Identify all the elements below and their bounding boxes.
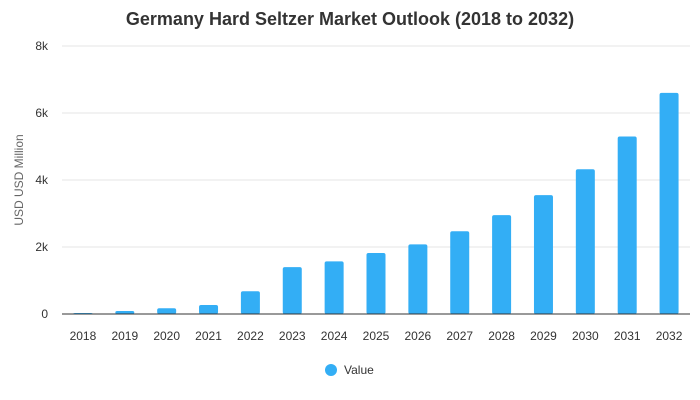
x-tick-label: 2023 (279, 329, 306, 343)
y-tick-label: 0 (41, 307, 48, 321)
chart-title: Germany Hard Seltzer Market Outlook (201… (126, 9, 574, 29)
legend-label: Value (344, 363, 374, 377)
bar-2026[interactable] (408, 244, 428, 314)
x-tick-label: 2027 (446, 329, 473, 343)
bar-2024[interactable] (324, 261, 344, 314)
y-axis-label: USD USD Million (12, 134, 26, 225)
bars (73, 92, 679, 315)
bar-2025[interactable] (366, 253, 386, 314)
bar-2023[interactable] (282, 267, 302, 314)
x-tick-label: 2018 (70, 329, 97, 343)
bar-2019[interactable] (115, 310, 135, 314)
x-tick-label: 2022 (237, 329, 264, 343)
x-tick-label: 2025 (363, 329, 390, 343)
bar-2029[interactable] (533, 195, 553, 314)
x-tick-label: 2019 (111, 329, 138, 343)
x-tick-label: 2032 (656, 329, 683, 343)
y-tick-label: 2k (35, 240, 49, 254)
bar-2028[interactable] (492, 215, 512, 314)
x-tick-labels: 2018 2019 2020 2021 2022 2023 2024 2025 2026 2027… (70, 329, 683, 343)
bar-2020[interactable] (157, 308, 177, 314)
bar-2021[interactable] (199, 304, 219, 314)
x-tick-label: 2028 (488, 329, 515, 343)
x-tick-label: 2026 (405, 329, 432, 343)
bar-2022[interactable] (240, 291, 260, 314)
legend: Value (325, 363, 374, 377)
y-tick-label: 6k (35, 106, 49, 120)
bar-2031[interactable] (617, 136, 637, 314)
bar-2032[interactable] (659, 92, 679, 315)
x-tick-label: 2021 (195, 329, 222, 343)
x-tick-label: 2031 (614, 329, 641, 343)
y-tick-label: 4k (35, 173, 49, 187)
x-tick-label: 2024 (321, 329, 348, 343)
x-tick-label: 2029 (530, 329, 557, 343)
x-tick-label: 2020 (153, 329, 180, 343)
y-tick-labels: 0 2k 4k 6k 8k (35, 39, 49, 321)
legend-marker (325, 364, 337, 376)
x-tick-label: 2030 (572, 329, 599, 343)
y-tick-label: 8k (35, 39, 49, 53)
bar-2030[interactable] (575, 169, 595, 314)
grid-lines (62, 45, 690, 248)
bar-2027[interactable] (450, 231, 470, 314)
